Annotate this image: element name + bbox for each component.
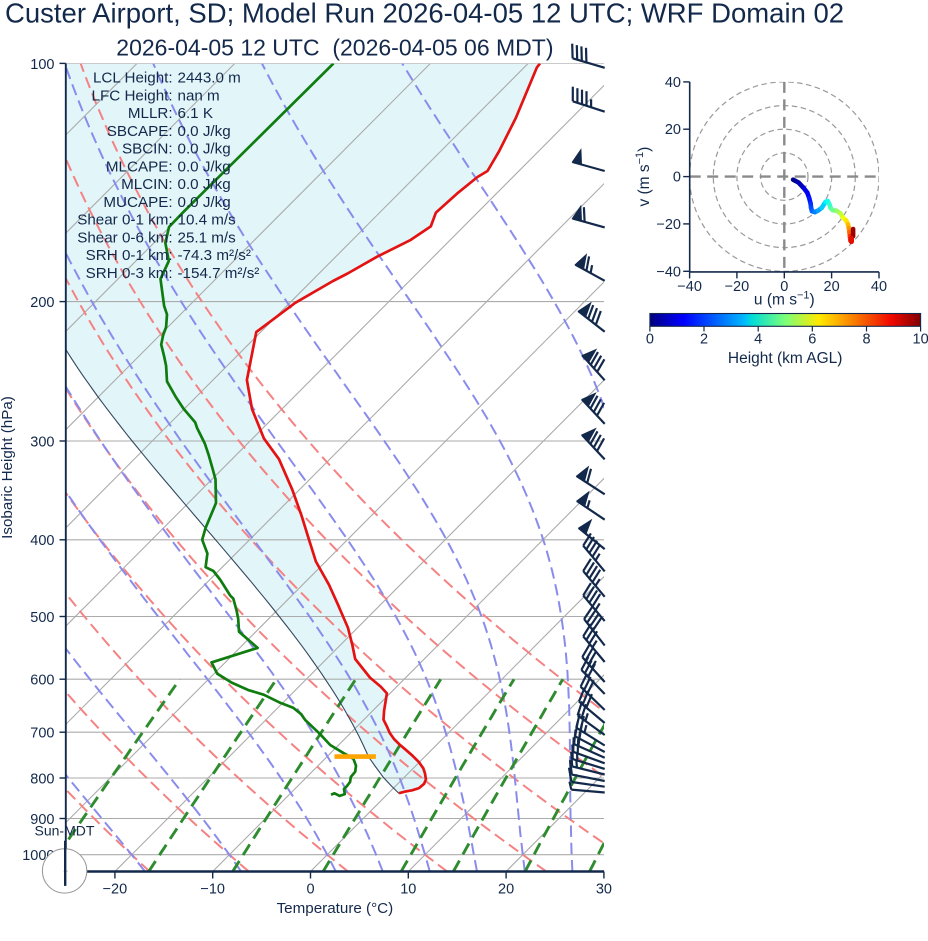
svg-text:700: 700 (30, 726, 54, 742)
svg-text:LCL Height:: LCL Height: (93, 70, 173, 87)
svg-text:-154.7 m²/s²: -154.7 m²/s² (178, 265, 260, 282)
svg-text:0.0 J/kg: 0.0 J/kg (178, 194, 231, 211)
svg-text:LFC Height:: LFC Height: (92, 88, 173, 105)
svg-text:Shear 0-6 km:: Shear 0-6 km: (77, 229, 172, 246)
svg-text:6.1 K: 6.1 K (178, 105, 213, 122)
svg-text:Sun-MDT: Sun-MDT (35, 823, 95, 839)
svg-text:400: 400 (30, 533, 54, 549)
svg-text:MLCIN:: MLCIN: (121, 176, 172, 193)
svg-text:−20: −20 (725, 279, 750, 295)
svg-text:600: 600 (30, 673, 54, 689)
svg-text:2026-04-05 12 UTC (2026-04-05: 2026-04-05 12 UTC (2026-04-05 06 MDT) (116, 35, 553, 61)
svg-text:200: 200 (30, 295, 54, 311)
svg-text:0.0 J/kg: 0.0 J/kg (178, 141, 231, 158)
svg-text:10.4 m/s: 10.4 m/s (178, 212, 237, 229)
svg-text:0: 0 (646, 332, 654, 348)
svg-text:0: 0 (673, 170, 681, 186)
svg-text:0.0 J/kg: 0.0 J/kg (178, 123, 231, 140)
svg-text:300: 300 (30, 434, 54, 450)
svg-text:2443.0 m: 2443.0 m (178, 70, 241, 87)
svg-text:0.0 J/kg: 0.0 J/kg (178, 158, 231, 175)
svg-text:40: 40 (871, 279, 887, 295)
svg-text:20: 20 (498, 882, 514, 898)
svg-text:Height (km AGL): Height (km AGL) (728, 350, 843, 367)
svg-text:−40: −40 (677, 279, 702, 295)
svg-text:10: 10 (913, 332, 928, 348)
svg-text:SRH 0-1 km:: SRH 0-1 km: (86, 247, 173, 264)
svg-text:8: 8 (862, 332, 870, 348)
svg-text:4: 4 (754, 332, 762, 348)
svg-text:30: 30 (596, 882, 612, 898)
svg-text:Temperature (°C): Temperature (°C) (277, 900, 394, 917)
svg-text:−10: −10 (200, 882, 225, 898)
svg-text:6: 6 (808, 332, 816, 348)
svg-text:MLCAPE:: MLCAPE: (106, 158, 173, 175)
svg-text:500: 500 (30, 610, 54, 626)
svg-text:SRH 0-3 km:: SRH 0-3 km: (86, 265, 173, 282)
svg-text:40: 40 (665, 75, 681, 91)
svg-text:Isobaric Height (hPa): Isobaric Height (hPa) (0, 396, 16, 539)
svg-text:Custer Airport, SD; Model Run: Custer Airport, SD; Model Run 2026-04-05… (5, 0, 844, 29)
svg-text:800: 800 (30, 771, 54, 787)
svg-text:25.1 m/s: 25.1 m/s (178, 229, 237, 246)
svg-text:20: 20 (665, 122, 681, 138)
svg-text:−20: −20 (103, 882, 128, 898)
svg-text:MUCAPE:: MUCAPE: (103, 194, 172, 211)
svg-text:−20: −20 (656, 217, 681, 233)
svg-text:2: 2 (700, 332, 708, 348)
svg-text:10: 10 (400, 882, 416, 898)
svg-text:Shear 0-1 km:: Shear 0-1 km: (77, 212, 172, 229)
svg-text:100: 100 (30, 57, 54, 73)
svg-text:0: 0 (306, 882, 314, 898)
svg-text:−40: −40 (656, 264, 681, 280)
svg-text:20: 20 (824, 279, 840, 295)
svg-text:SBCIN:: SBCIN: (122, 141, 173, 158)
svg-text:-74.3 m²/s²: -74.3 m²/s² (178, 247, 251, 264)
svg-text:0.0 J/kg: 0.0 J/kg (178, 176, 231, 193)
svg-text:nan m: nan m (178, 88, 220, 105)
svg-text:MLLR:: MLLR: (128, 105, 173, 122)
svg-text:SBCAPE:: SBCAPE: (107, 123, 173, 140)
